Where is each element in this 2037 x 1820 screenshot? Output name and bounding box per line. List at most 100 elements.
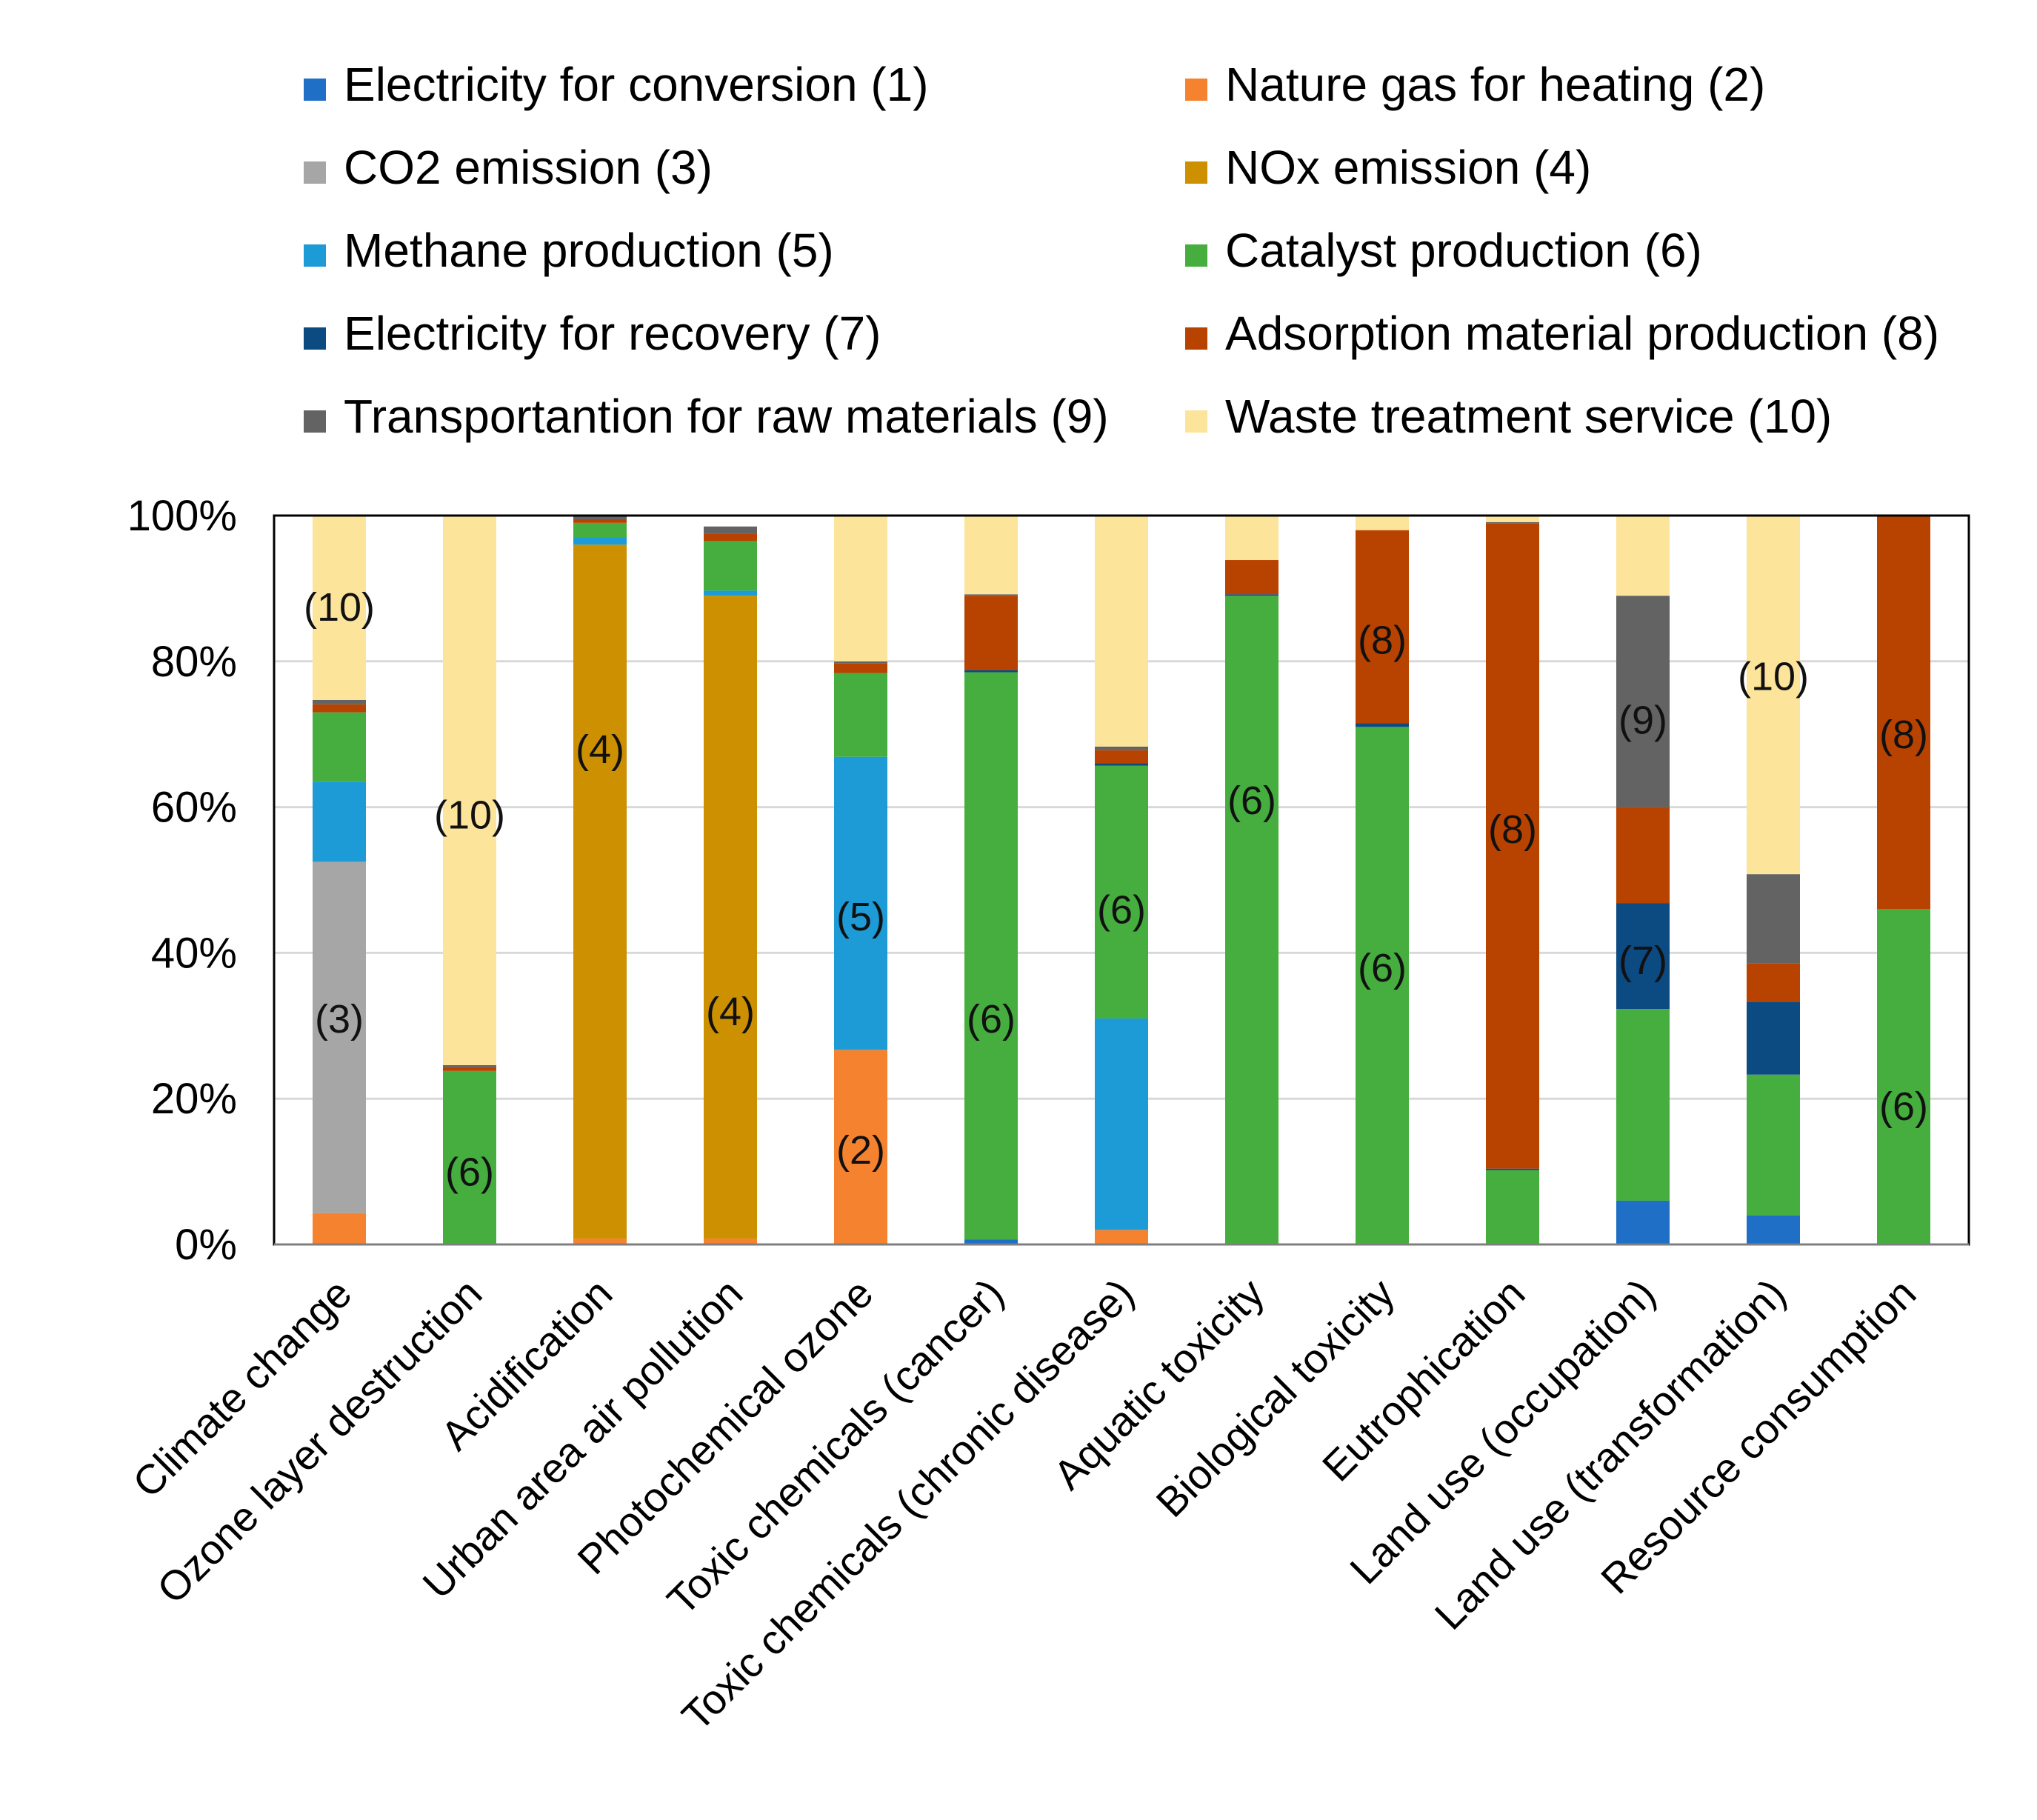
bar-segment-urban-area-air-pollution-s9 xyxy=(704,526,757,534)
bar-segment-photochemical-ozone-s2 xyxy=(834,1050,887,1244)
bar-segment-biological-toxicity-s10 xyxy=(1356,516,1409,530)
y-tick-label: 80% xyxy=(151,638,237,686)
bar-segment-climate-change-s2 xyxy=(313,1213,366,1244)
bar-segment-ozone-layer-destruction-s6 xyxy=(443,1070,496,1244)
bar-segment-aquatic-toxicity-s7 xyxy=(1225,594,1278,596)
data-label: (6) xyxy=(1358,946,1407,990)
bar-segment-climate-change-s6 xyxy=(313,712,366,782)
data-label: (8) xyxy=(1488,807,1537,852)
bar-segment-toxic-chemicals-cancer-s7 xyxy=(964,670,1018,673)
bar-segment-land-use-occupation-s1 xyxy=(1616,1200,1670,1244)
legend-swatch-s4 xyxy=(1185,161,1207,184)
bar-segment-biological-toxicity-s6 xyxy=(1356,727,1409,1244)
bar-segment-toxic-chemicals-chronic-disease-s2 xyxy=(1095,1230,1148,1244)
legend-label-s5: Methane production (5) xyxy=(344,224,834,277)
bar-segment-land-use-transformation-s9 xyxy=(1747,874,1800,964)
bar-segment-urban-area-air-pollution-s4 xyxy=(704,596,757,1239)
y-tick-label: 0% xyxy=(175,1221,237,1269)
bar-segment-toxic-chemicals-cancer-s10 xyxy=(964,516,1018,595)
bar-segment-acidification-s8 xyxy=(573,519,627,523)
data-label: (4) xyxy=(576,727,624,772)
data-label: (10) xyxy=(434,793,505,837)
bar-segment-eutrophication-s8 xyxy=(1486,523,1539,1169)
legend-swatch-s6 xyxy=(1185,244,1207,267)
bar-segment-urban-area-air-pollution-s5 xyxy=(704,590,757,596)
bar-segment-toxic-chemicals-cancer-s6 xyxy=(964,672,1018,1240)
data-label: (9) xyxy=(1618,699,1667,743)
bar-segment-acidification-s2 xyxy=(573,1239,627,1244)
bar-segment-eutrophication-s6 xyxy=(1486,1170,1539,1244)
bar-segment-land-use-occupation-s7 xyxy=(1616,903,1670,1010)
legend-label-s6: Catalyst production (6) xyxy=(1225,224,1702,277)
data-label: (6) xyxy=(445,1150,494,1195)
bar-segment-photochemical-ozone-s10 xyxy=(834,516,887,661)
legend-label-s1: Electricity for conversion (1) xyxy=(344,58,929,111)
bar-segment-toxic-chemicals-chronic-disease-s8 xyxy=(1095,750,1148,764)
bar-segment-toxic-chemicals-chronic-disease-s5 xyxy=(1095,1018,1148,1230)
legend-swatch-s3 xyxy=(304,161,326,184)
bar-segment-land-use-transformation-s7 xyxy=(1747,1001,1800,1075)
bar-segment-aquatic-toxicity-s6 xyxy=(1225,596,1278,1244)
data-label: (6) xyxy=(1227,779,1276,823)
bar-segment-climate-change-s3 xyxy=(313,861,366,1213)
bar-segment-photochemical-ozone-s8 xyxy=(834,663,887,673)
y-tick-label: 100% xyxy=(127,492,237,540)
data-label: (10) xyxy=(1738,654,1809,699)
legend-label-s9: Transportantion for raw materials (9) xyxy=(344,390,1109,443)
legend-label-s7: Electricity for recovery (7) xyxy=(344,307,881,360)
bar-segment-climate-change-s8 xyxy=(313,704,366,713)
bar-segment-photochemical-ozone-s6 xyxy=(834,673,887,757)
bars xyxy=(313,516,1930,1244)
data-label: (3) xyxy=(315,997,364,1041)
data-label: (6) xyxy=(1879,1084,1928,1129)
bar-segment-resource-consumption-s8 xyxy=(1877,516,1930,910)
data-label: (2) xyxy=(836,1128,885,1173)
bar-segment-climate-change-s5 xyxy=(313,781,366,862)
legend-label-s4: NOx emission (4) xyxy=(1225,141,1591,194)
bar-segment-climate-change-s10 xyxy=(313,516,366,700)
legend-swatch-s9 xyxy=(304,410,326,433)
bar-segment-toxic-chemicals-cancer-s1 xyxy=(964,1239,1018,1244)
bar-segment-urban-area-air-pollution-s8 xyxy=(704,533,757,541)
bar-segment-land-use-occupation-s9 xyxy=(1616,596,1670,807)
y-tick-label: 40% xyxy=(151,929,237,977)
bar-segment-toxic-chemicals-chronic-disease-s9 xyxy=(1095,746,1148,750)
y-tick-label: 60% xyxy=(151,784,237,832)
bar-segment-acidification-s9 xyxy=(573,516,627,519)
bar-segment-toxic-chemicals-cancer-s8 xyxy=(964,596,1018,670)
y-tick-label: 20% xyxy=(151,1075,237,1123)
bar-segment-toxic-chemicals-chronic-disease-s6 xyxy=(1095,765,1148,1019)
bar-segment-acidification-s6 xyxy=(573,522,627,538)
data-label: (4) xyxy=(706,990,755,1034)
bar-segment-photochemical-ozone-s9 xyxy=(834,661,887,664)
legend: Electricity for conversion (1) Nature gas… xyxy=(304,58,1939,443)
bar-segment-aquatic-toxicity-s10 xyxy=(1225,516,1278,561)
legend-label-s3: CO2 emission (3) xyxy=(344,141,713,194)
bar-segment-land-use-transformation-s10 xyxy=(1747,516,1800,875)
legend-label-s2: Nature gas for heating (2) xyxy=(1225,58,1765,111)
bar-segment-eutrophication-s10 xyxy=(1486,516,1539,522)
bar-segment-land-use-occupation-s8 xyxy=(1616,807,1670,904)
bar-segment-urban-area-air-pollution-s2 xyxy=(704,1239,757,1244)
legend-label-s10: Waste treatment service (10) xyxy=(1225,390,1832,443)
bar-segment-toxic-chemicals-chronic-disease-s7 xyxy=(1095,763,1148,766)
legend-swatch-s5 xyxy=(304,244,326,267)
data-label: (5) xyxy=(836,895,885,939)
data-label: (6) xyxy=(967,997,1016,1041)
bar-segment-land-use-transformation-s1 xyxy=(1747,1215,1800,1244)
bar-segment-aquatic-toxicity-s8 xyxy=(1225,560,1278,595)
bar-segment-eutrophication-s7 xyxy=(1486,1168,1539,1170)
annotations: (10) (3) (10) (6) (4) (4) (5) (2) (6) (6) (6) (8) (6… xyxy=(304,585,1928,1195)
bar-segment-ozone-layer-destruction-s8 xyxy=(443,1067,496,1071)
data-label: (8) xyxy=(1358,618,1407,662)
x-tick-label-climate-change: Climate change xyxy=(124,1270,361,1507)
bar-segment-acidification-s5 xyxy=(573,537,627,545)
data-label: (7) xyxy=(1618,939,1667,983)
legend-swatch-s8 xyxy=(1185,327,1207,350)
bar-segment-land-use-occupation-s10 xyxy=(1616,516,1670,596)
data-label: (8) xyxy=(1879,713,1928,757)
x-tick-label-biological-toxicity: Biological toxicity xyxy=(1147,1270,1403,1526)
legend-swatch-s2 xyxy=(1185,79,1207,101)
